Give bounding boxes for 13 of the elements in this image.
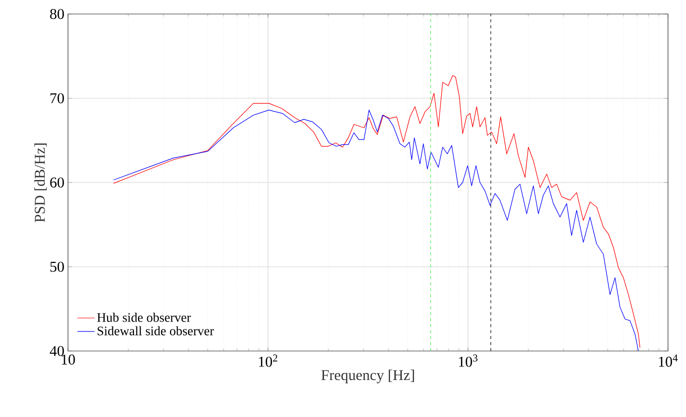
y-tick-label: 60: [50, 177, 64, 188]
legend-label: Sidewall side observer: [98, 326, 214, 336]
y-tick-label: 40: [50, 346, 64, 356]
x-tick-label: 10$^{2}$: [258, 354, 278, 367]
y-tick-label: 80: [50, 8, 64, 20]
y-axis-title: PSD [dB/Hz]: [34, 144, 47, 222]
y-tick-label: 50: [50, 262, 64, 272]
x-axis-title: Frequency [Hz]: [321, 370, 414, 384]
x-tick-label: 10$^{4}$: [658, 354, 678, 367]
y-tick-label: 70: [50, 93, 64, 104]
x-tick-label: 10: [62, 354, 75, 365]
legend-label: Hub side observer: [97, 312, 191, 322]
x-tick-label: 10$^{3}$: [458, 354, 478, 367]
